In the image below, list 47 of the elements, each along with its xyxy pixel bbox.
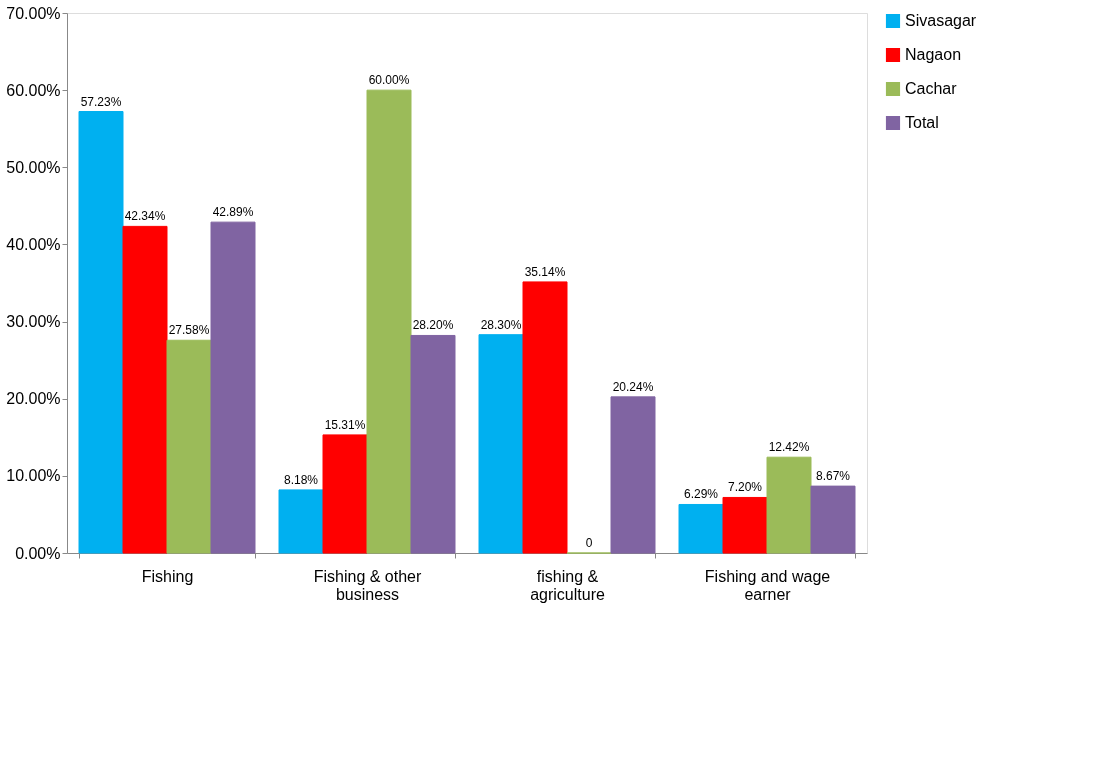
x-tick-label: Fishing	[141, 567, 194, 585]
bar	[722, 496, 768, 554]
data-label: 42.89%	[212, 205, 254, 220]
x-tick-label: fishing & agriculture	[530, 567, 605, 603]
legend-label: Total	[905, 114, 939, 131]
bar	[810, 485, 856, 554]
bar	[522, 281, 568, 554]
legend-label: Nagaon	[905, 46, 962, 63]
y-tick-label: 70.00%	[6, 4, 61, 22]
data-label: 42.34%	[124, 209, 166, 224]
bar	[122, 225, 168, 554]
bar	[410, 334, 456, 554]
bar	[78, 111, 124, 554]
y-tick-label: 30.00%	[6, 313, 61, 331]
legend-label: Cachar	[905, 80, 958, 97]
data-label: 60.00%	[368, 73, 410, 88]
y-tick-label: 50.00%	[6, 158, 61, 176]
y-tick-label: 10.00%	[6, 467, 61, 485]
bar	[610, 396, 656, 554]
bar	[366, 89, 412, 554]
bar	[322, 434, 368, 554]
data-label: 28.30%	[480, 317, 522, 332]
bar	[210, 221, 256, 554]
data-label: 12.42%	[768, 440, 810, 455]
data-label: 6.29%	[683, 487, 719, 502]
bar	[678, 503, 724, 554]
x-tick-label: Fishing & other business	[313, 567, 422, 603]
bar	[278, 489, 324, 554]
data-label: 20.24%	[612, 379, 654, 394]
data-label: 0	[585, 536, 593, 550]
data-label: 27.58%	[168, 323, 210, 338]
y-tick-label: 40.00%	[6, 235, 61, 253]
data-label: 8.67%	[815, 469, 851, 484]
y-tick-label: 0.00%	[15, 544, 61, 562]
legend-label: Sivasagar	[905, 12, 977, 29]
y-tick-label: 20.00%	[6, 390, 61, 408]
y-tick-label: 60.00%	[6, 81, 61, 99]
bar	[166, 339, 212, 554]
bar	[478, 334, 524, 554]
data-label: 28.20%	[412, 318, 454, 333]
data-label: 7.20%	[727, 480, 763, 495]
data-label: 15.31%	[324, 417, 366, 432]
data-label: 8.18%	[283, 472, 319, 487]
x-tick-label: Fishing and wage earner	[704, 567, 831, 603]
data-label: 57.23%	[80, 94, 122, 109]
bar	[766, 456, 812, 554]
data-label: 35.14%	[524, 264, 566, 279]
